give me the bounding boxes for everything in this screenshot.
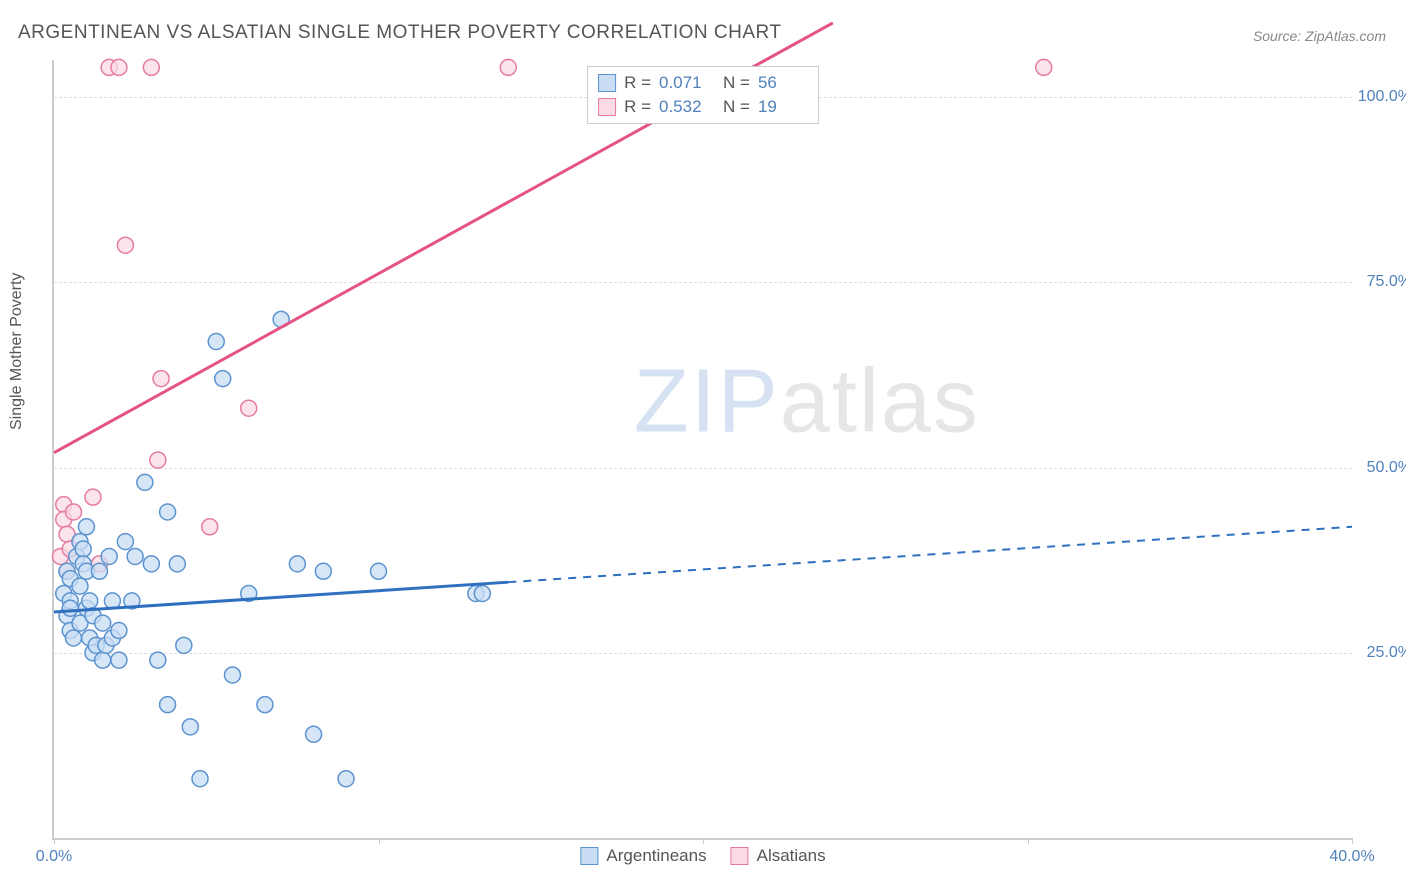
- scatter-point-series1: [224, 667, 240, 683]
- series-legend: Argentineans Alsatians: [580, 846, 825, 866]
- r-value-2: 0.532: [659, 95, 709, 119]
- legend-swatch-series1-b: [580, 847, 598, 865]
- r-label-1: R =: [624, 71, 651, 95]
- scatter-point-series1: [111, 623, 127, 639]
- scatter-point-series1: [160, 697, 176, 713]
- legend-item-series2: Alsatians: [731, 846, 826, 866]
- scatter-point-series1: [150, 652, 166, 668]
- scatter-point-series2: [500, 59, 516, 75]
- scatter-point-series1: [72, 578, 88, 594]
- scatter-point-series1: [160, 504, 176, 520]
- legend-swatch-series2: [598, 98, 616, 116]
- x-tick-mark: [379, 838, 380, 844]
- legend-label-series2: Alsatians: [757, 846, 826, 866]
- y-tick-label: 25.0%: [1367, 644, 1406, 662]
- scatter-point-series1: [137, 474, 153, 490]
- legend-label-series1: Argentineans: [606, 846, 706, 866]
- scatter-point-series1: [215, 371, 231, 387]
- scatter-point-series1: [101, 548, 117, 564]
- scatter-point-series1: [315, 563, 331, 579]
- scatter-point-series2: [1036, 59, 1052, 75]
- scatter-point-series2: [65, 504, 81, 520]
- x-tick-label: 0.0%: [36, 848, 72, 866]
- scatter-point-series2: [150, 452, 166, 468]
- scatter-point-series1: [95, 652, 111, 668]
- scatter-point-series2: [202, 519, 218, 535]
- scatter-point-series2: [153, 371, 169, 387]
- n-label-1: N =: [723, 71, 750, 95]
- x-tick-label: 40.0%: [1329, 848, 1374, 866]
- scatter-point-series1: [91, 563, 107, 579]
- r-value-1: 0.071: [659, 71, 709, 95]
- x-tick-mark: [1028, 838, 1029, 844]
- scatter-point-series1: [75, 541, 91, 557]
- trendline-series1-solid: [54, 582, 508, 612]
- legend-item-series1: Argentineans: [580, 846, 706, 866]
- scatter-point-series1: [474, 585, 490, 601]
- scatter-point-series2: [143, 59, 159, 75]
- y-tick-label: 75.0%: [1367, 273, 1406, 291]
- scatter-point-series1: [117, 534, 133, 550]
- scatter-point-series1: [78, 519, 94, 535]
- scatter-point-series1: [127, 548, 143, 564]
- scatter-point-series2: [85, 489, 101, 505]
- scatter-point-series1: [111, 652, 127, 668]
- legend-swatch-series2-b: [731, 847, 749, 865]
- y-tick-label: 100.0%: [1358, 88, 1406, 106]
- chart-title: ARGENTINEAN VS ALSATIAN SINGLE MOTHER PO…: [18, 22, 782, 44]
- scatter-point-series1: [82, 593, 98, 609]
- scatter-point-series1: [306, 726, 322, 742]
- scatter-point-series1: [65, 630, 81, 646]
- scatter-point-series1: [176, 637, 192, 653]
- scatter-point-series1: [192, 771, 208, 787]
- r-label-2: R =: [624, 95, 651, 119]
- scatter-point-series1: [208, 334, 224, 350]
- legend-swatch-series1: [598, 74, 616, 92]
- legend-row-2: R = 0.532 N = 19: [598, 95, 808, 119]
- scatter-point-series1: [289, 556, 305, 572]
- legend-row-1: R = 0.071 N = 56: [598, 71, 808, 95]
- chart-svg: [54, 60, 1352, 838]
- scatter-point-series1: [143, 556, 159, 572]
- scatter-point-series1: [182, 719, 198, 735]
- scatter-point-series1: [169, 556, 185, 572]
- scatter-point-series2: [241, 400, 257, 416]
- x-tick-mark: [703, 838, 704, 844]
- n-value-1: 56: [758, 71, 808, 95]
- x-tick-mark: [1352, 838, 1353, 844]
- scatter-point-series1: [371, 563, 387, 579]
- scatter-point-series1: [257, 697, 273, 713]
- x-tick-mark: [54, 838, 55, 844]
- source-attribution: Source: ZipAtlas.com: [1253, 28, 1386, 44]
- scatter-point-series2: [111, 59, 127, 75]
- y-tick-label: 50.0%: [1367, 459, 1406, 477]
- trendline-series1-dashed: [508, 527, 1352, 582]
- correlation-legend: R = 0.071 N = 56 R = 0.532 N = 19: [587, 66, 819, 124]
- y-axis-label: Single Mother Poverty: [8, 273, 26, 430]
- n-label-2: N =: [723, 95, 750, 119]
- scatter-point-series2: [117, 237, 133, 253]
- scatter-point-series1: [95, 615, 111, 631]
- n-value-2: 19: [758, 95, 808, 119]
- scatter-point-series1: [62, 600, 78, 616]
- scatter-point-series1: [338, 771, 354, 787]
- plot-area: ZIPatlas R = 0.071 N = 56 R = 0.532 N = …: [52, 60, 1352, 840]
